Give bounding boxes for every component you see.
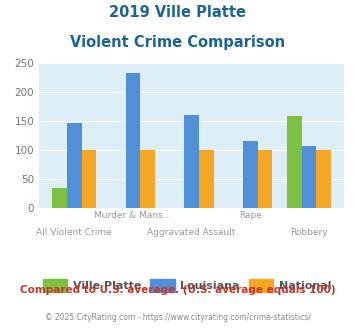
Bar — [140, 150, 155, 208]
Bar — [52, 187, 67, 208]
Bar — [82, 150, 96, 208]
Legend: Ville Platte, Louisiana, National: Ville Platte, Louisiana, National — [38, 275, 335, 296]
Text: Compared to U.S. average. (U.S. average equals 100): Compared to U.S. average. (U.S. average … — [20, 285, 335, 295]
Bar — [126, 73, 140, 208]
Text: Robbery: Robbery — [290, 228, 328, 237]
Text: Violent Crime Comparison: Violent Crime Comparison — [70, 35, 285, 50]
Bar — [184, 115, 199, 208]
Text: © 2025 CityRating.com - https://www.cityrating.com/crime-statistics/: © 2025 CityRating.com - https://www.city… — [45, 313, 310, 322]
Bar — [67, 122, 82, 208]
Bar — [258, 150, 272, 208]
Text: All Violent Crime: All Violent Crime — [37, 228, 112, 237]
Bar — [243, 141, 258, 208]
Bar — [287, 116, 302, 208]
Bar — [302, 146, 316, 208]
Text: 2019 Ville Platte: 2019 Ville Platte — [109, 5, 246, 20]
Bar — [199, 150, 214, 208]
Text: Aggravated Assault: Aggravated Assault — [147, 228, 236, 237]
Bar — [316, 150, 331, 208]
